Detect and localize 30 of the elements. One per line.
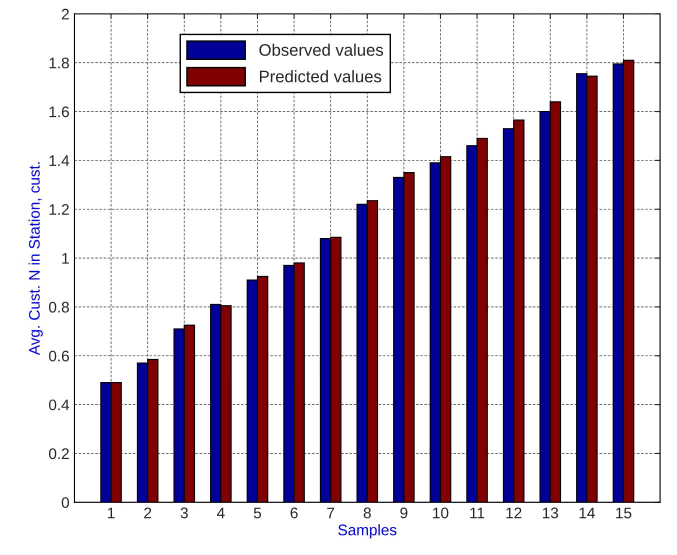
x-tick-label: 6	[290, 508, 298, 518]
x-tick-label: 15	[616, 508, 632, 518]
y-tick-label: 0.8	[48, 302, 69, 313]
y-tick-label: 1.2	[50, 204, 69, 215]
x-tick-label: 7	[327, 508, 334, 518]
y-tick-label: 1.8	[50, 58, 69, 68]
x-tick-label: 13	[542, 508, 558, 518]
y-tick-label: 1.6	[50, 106, 69, 118]
y-tick-label: 0.4	[48, 399, 70, 410]
y-tick-label: 0	[62, 497, 70, 508]
y-tick-label: 1	[62, 253, 69, 264]
x-tick-label: 11	[470, 508, 484, 518]
y-tick-label: 0.6	[48, 350, 69, 362]
y-tick-label: 0.2	[48, 448, 69, 460]
x-tick-label: 4	[216, 508, 225, 518]
x-tick-label: 2	[144, 508, 152, 518]
x-tick-label: 12	[506, 508, 522, 518]
x-tick-label: 9	[400, 508, 408, 518]
x-tick-label: 5	[254, 508, 262, 518]
x-axis-title: Samples	[338, 524, 396, 538]
x-tick-label: 8	[364, 508, 371, 518]
x-tick-label: 14	[580, 508, 595, 518]
legend-label: Observed values	[259, 44, 384, 56]
x-tick-label: 1	[108, 508, 115, 518]
legend-label: Predicted values	[260, 70, 382, 82]
y-tick-label: 2	[62, 8, 69, 20]
x-tick-label: 10	[433, 508, 448, 518]
x-tick-label: 3	[180, 508, 188, 518]
y-axis-title: Avg. Cust. N in Station, cust.	[28, 162, 43, 356]
y-tick-label: 1.4	[50, 155, 70, 166]
